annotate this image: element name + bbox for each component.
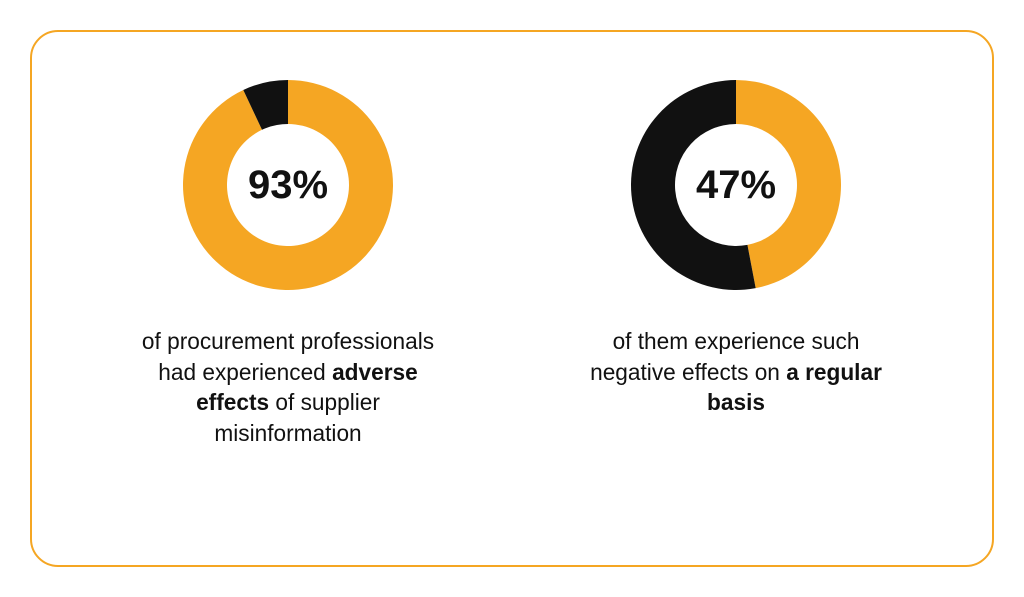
donut-chart-right: 47% <box>631 80 841 290</box>
donut-chart-left: 93% <box>183 80 393 290</box>
caption-right: of them experience such negative effects… <box>571 326 901 418</box>
stat-panel-right: 47% of them experience such negative eff… <box>546 30 926 418</box>
panels-row: 93% of procurement professionals had exp… <box>30 30 994 567</box>
caption-left: of procurement professionals had experie… <box>123 326 453 448</box>
donut-center-label-left: 93% <box>183 80 393 290</box>
donut-center-label-right: 47% <box>631 80 841 290</box>
stat-panel-left: 93% of procurement professionals had exp… <box>98 30 478 448</box>
